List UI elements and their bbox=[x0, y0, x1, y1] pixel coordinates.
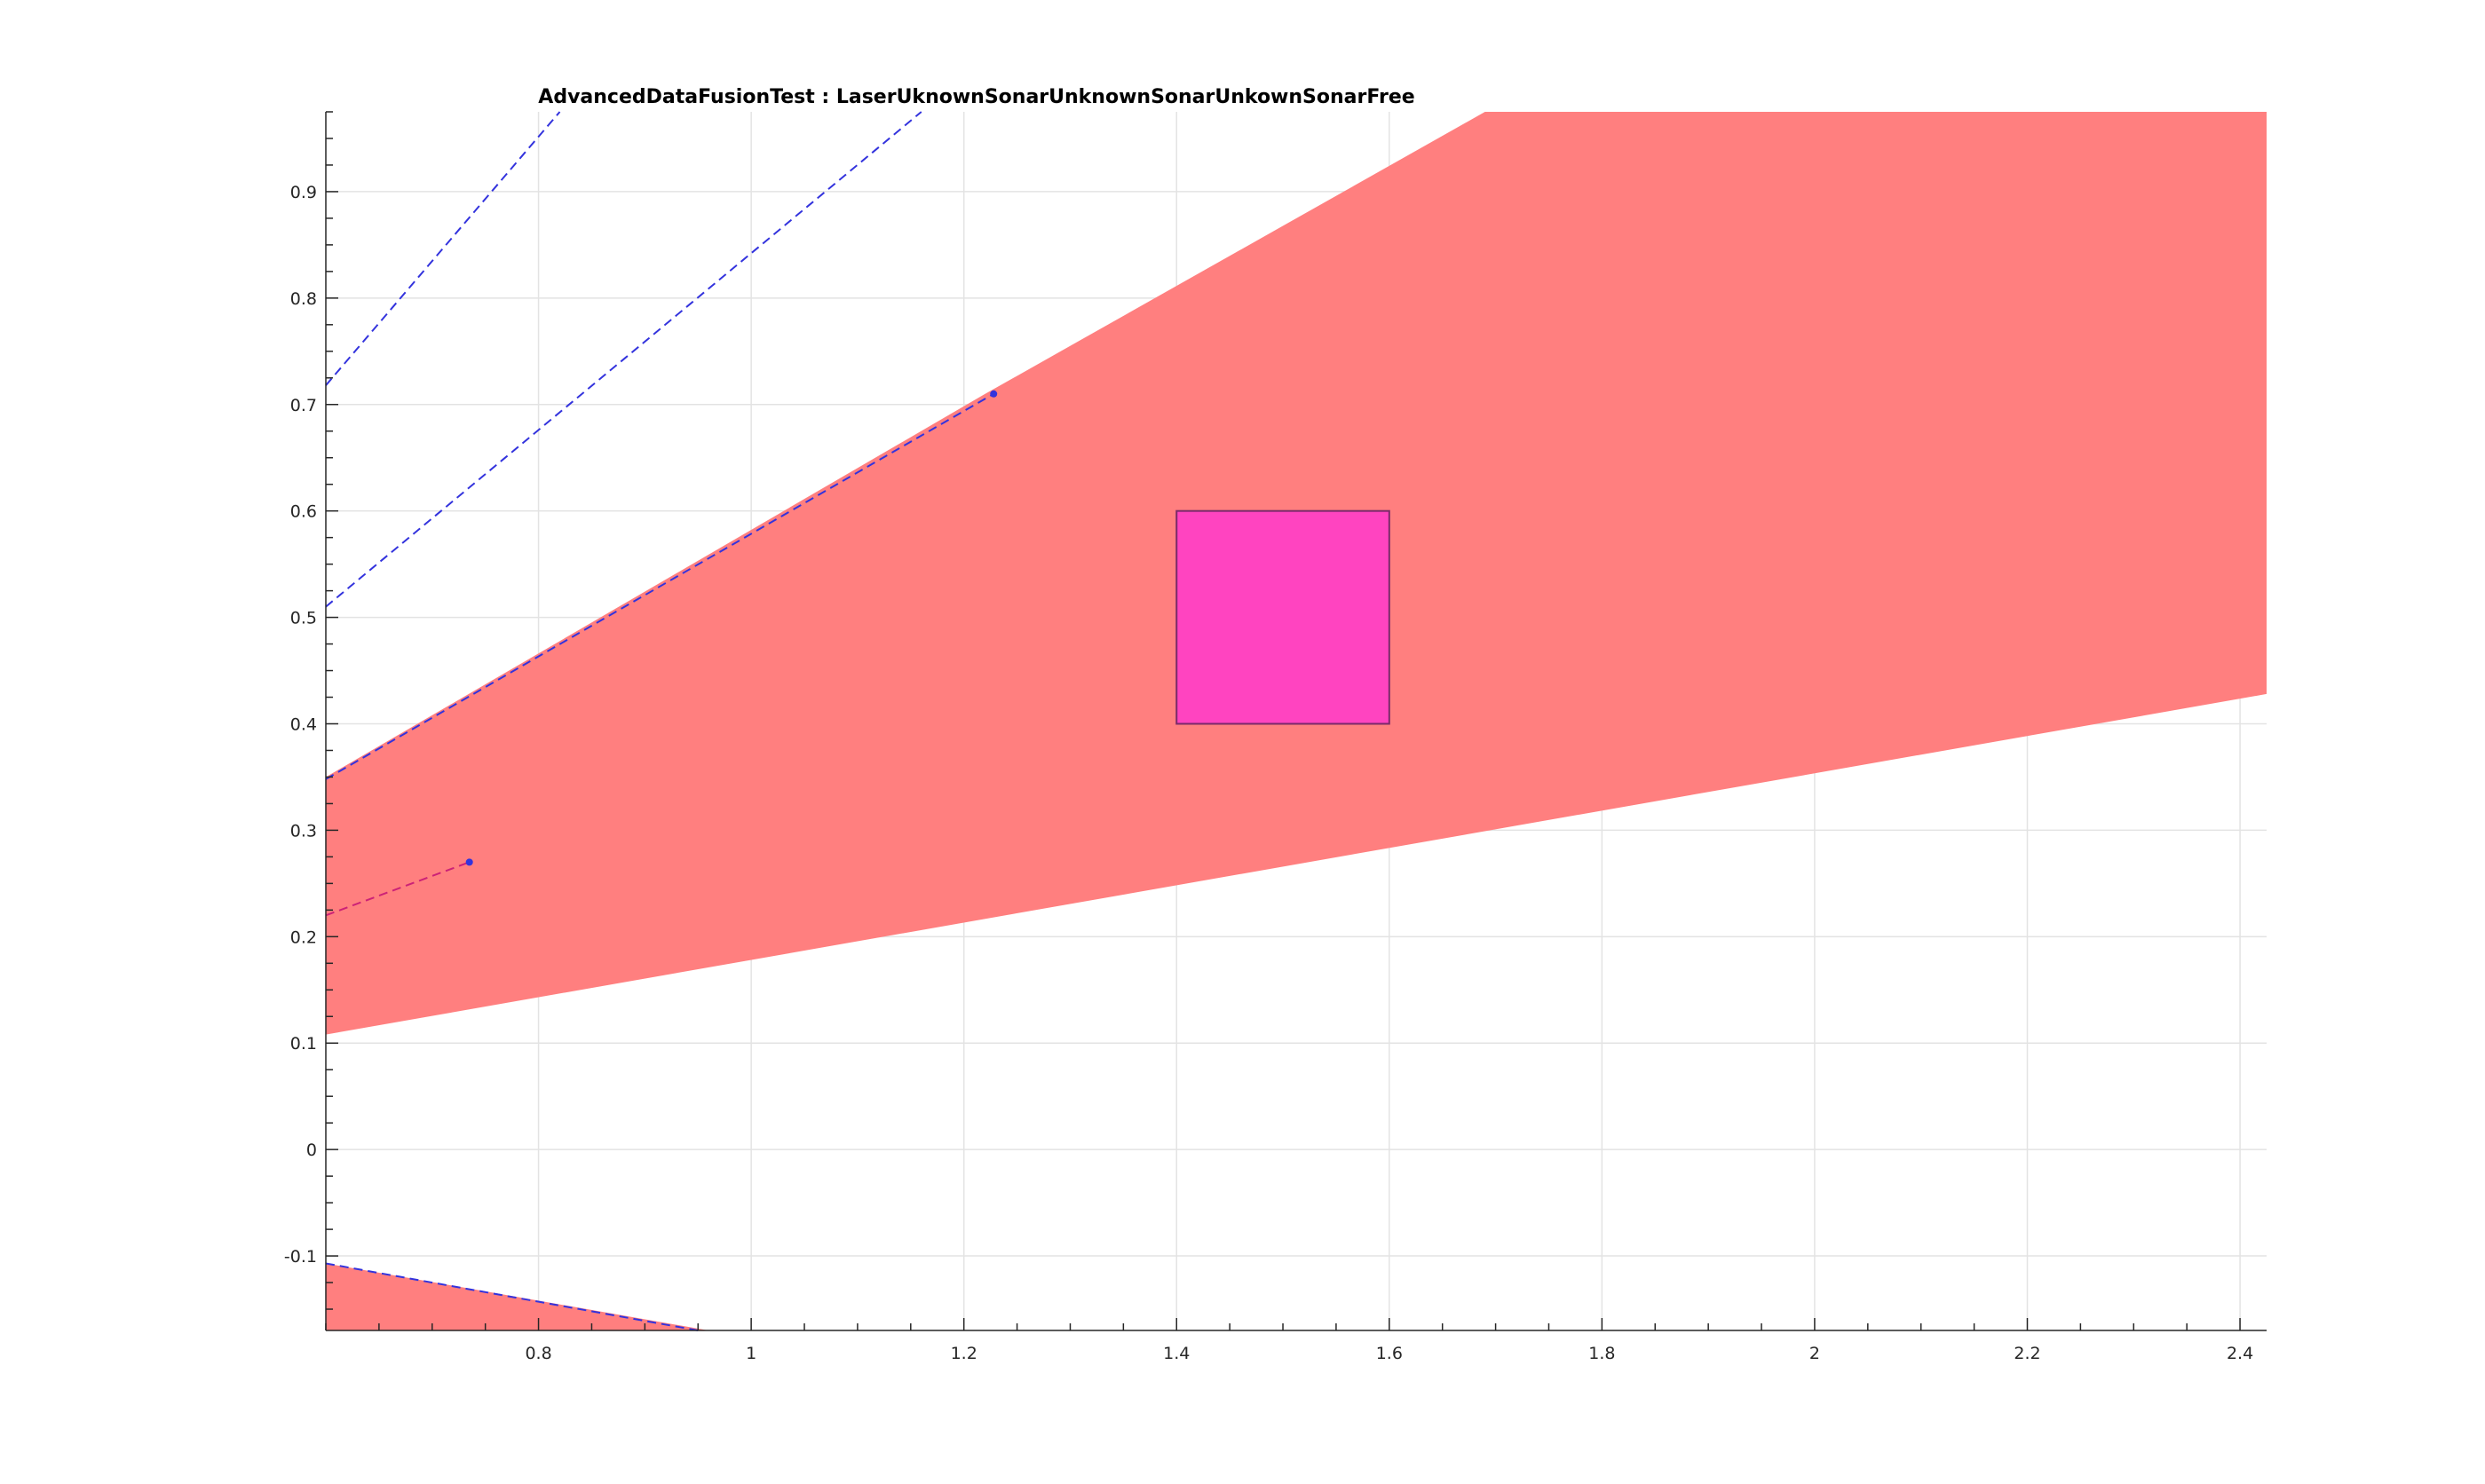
dashed-ray-2 bbox=[325, 392, 994, 780]
y-tick-label: 0.5 bbox=[290, 609, 317, 628]
dashed-ray-lines bbox=[325, 111, 994, 1331]
chart-title: AdvancedDataFusionTest : LaserUknownSona… bbox=[538, 86, 1414, 108]
dashed-ray-3 bbox=[325, 1262, 699, 1331]
y-tick-label: 0.3 bbox=[290, 821, 317, 841]
x-tick-label: 2.4 bbox=[2227, 1344, 2253, 1363]
dashed-ray-4 bbox=[325, 861, 471, 917]
x-tick-label: 1 bbox=[746, 1344, 756, 1363]
y-tick-label: 0.6 bbox=[290, 502, 317, 522]
x-tick-label: 2 bbox=[1809, 1344, 1820, 1363]
axes: 0.8 1 1.2 1.4 1.6 1.8 2 2.2 2.4 -0.1 0 0.1 0.2 0.3 0.4… bbox=[284, 111, 2267, 1363]
x-tick-label: 2.2 bbox=[2014, 1344, 2040, 1363]
y-tick-label: 0.4 bbox=[290, 714, 317, 734]
x-tick-label: 1.8 bbox=[1588, 1344, 1615, 1363]
y-tick-label: 0.2 bbox=[290, 928, 317, 947]
target-rectangle-layer bbox=[1175, 509, 1390, 725]
occupancy-region-1 bbox=[326, 1263, 709, 1330]
x-tick-label: 1.2 bbox=[951, 1344, 977, 1363]
y-tick-label: 0.8 bbox=[290, 289, 317, 309]
point-marker-0 bbox=[990, 390, 998, 398]
y-tick-label: 0.9 bbox=[290, 183, 317, 202]
point-markers bbox=[465, 390, 998, 866]
x-tick-label: 1.4 bbox=[1163, 1344, 1190, 1363]
x-tick-label: 1.6 bbox=[1376, 1344, 1403, 1363]
dashed-ray-0 bbox=[325, 111, 561, 386]
x-tick-label: 0.8 bbox=[525, 1344, 551, 1363]
y-tick-label: 0 bbox=[306, 1141, 317, 1160]
y-tick-label: -0.1 bbox=[284, 1247, 317, 1267]
target-rectangle bbox=[1175, 509, 1390, 725]
dashed-ray-1 bbox=[325, 111, 922, 608]
y-tick-label: 0.1 bbox=[290, 1034, 317, 1054]
point-marker-1 bbox=[465, 858, 473, 866]
y-tick-label: 0.7 bbox=[290, 396, 317, 415]
